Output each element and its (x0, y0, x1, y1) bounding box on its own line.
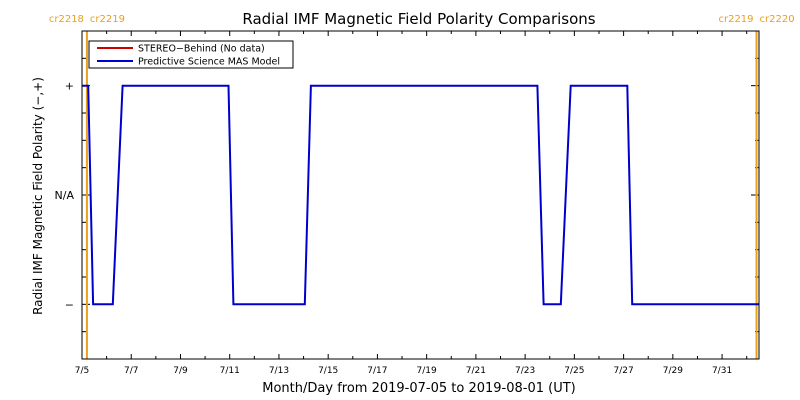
y-tick-label: + (65, 80, 74, 93)
x-axis-label: Month/Day from 2019-07-05 to 2019-08-01 … (262, 381, 575, 396)
y-axis-label: Radial IMF Magnetic Field Polarity (−,+) (31, 77, 45, 315)
x-tick-label: 7/7 (124, 366, 138, 376)
chart-title: Radial IMF Magnetic Field Polarity Compa… (242, 10, 595, 28)
series-line-mas-model (82, 84, 759, 306)
y-tick-label: N/A (55, 189, 75, 202)
x-tick-label: 7/15 (318, 366, 338, 376)
legend: STEREO−Behind (No data) Predictive Scien… (88, 40, 294, 69)
legend-label-stereo: STEREO−Behind (No data) (138, 44, 265, 55)
carrington-label-right: cr2220 (760, 14, 795, 25)
x-tick-label: 7/21 (466, 366, 486, 376)
series-layer (82, 84, 759, 306)
x-tick-label: 7/29 (663, 366, 683, 376)
y-tick-label: − (65, 298, 74, 311)
x-tick-label: 7/31 (712, 366, 732, 376)
x-tick-label: 7/5 (75, 366, 89, 376)
x-tick-label: 7/27 (613, 366, 633, 376)
legend-label-mas-model: Predictive Science MAS Model (138, 57, 280, 68)
legend-box (88, 40, 294, 69)
x-tick-label: 7/25 (564, 366, 584, 376)
carrington-label-left: cr2219 (718, 14, 753, 25)
carrington-label-right: cr2219 (90, 14, 125, 25)
tick-layer: 7/5 7/7 7/9 7/11 7/13 7/15 7/17 7/19 7/21 7/23 7/2… (55, 30, 759, 376)
x-tick-label: 7/13 (269, 366, 289, 376)
plot-frame (81, 30, 760, 360)
x-tick-label: 7/23 (515, 366, 535, 376)
x-tick-label: 7/17 (367, 366, 387, 376)
x-tick-label: 7/11 (220, 366, 240, 376)
x-tick-label: 7/19 (417, 366, 437, 376)
carrington-label-left: cr2218 (49, 14, 84, 25)
x-tick-label: 7/9 (173, 366, 188, 376)
